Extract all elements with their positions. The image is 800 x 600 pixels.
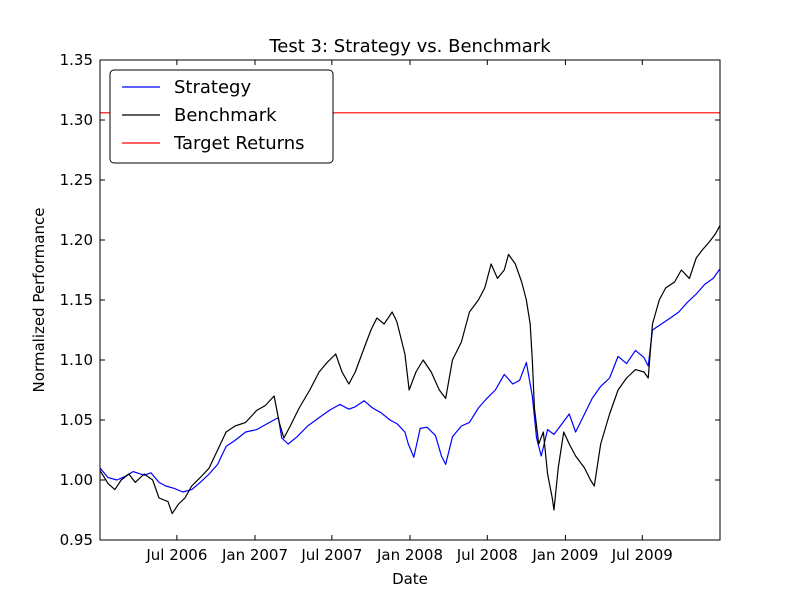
series-line-benchmark — [99, 225, 721, 515]
y-tick-label: 1.00 — [60, 471, 93, 489]
y-tick-label: 1.20 — [60, 231, 93, 249]
x-tick-label: Jan 2007 — [221, 546, 288, 564]
y-tick-label: 1.10 — [60, 351, 93, 369]
y-tick-label: 1.05 — [60, 411, 93, 429]
ticks-layer: 0.95 1.00 1.05 1.10 1.15 1.20 1.25 1.30 1.35 Jul … — [60, 51, 720, 564]
series-line-strategy — [99, 268, 721, 493]
legend-box — [109, 69, 334, 164]
x-tick-label: Jan 2008 — [376, 546, 443, 564]
x-tick-label: Jul 2007 — [300, 546, 362, 564]
x-tick-label: Jul 2008 — [456, 546, 518, 564]
y-axis-label: Normalized Performance — [30, 208, 48, 393]
y-tick-label: 0.95 — [60, 531, 93, 549]
y-tick-label: 1.15 — [60, 291, 93, 309]
x-tick-label: Jan 2009 — [531, 546, 598, 564]
chart-title: Test 3: Strategy vs. Benchmark — [268, 36, 551, 57]
y-tick-label: 1.35 — [60, 51, 93, 69]
legend-label: Strategy — [174, 77, 251, 98]
x-tick-label: Jul 2009 — [611, 546, 673, 564]
legend-label: Target Returns — [173, 133, 305, 154]
y-tick-label: 1.25 — [60, 171, 93, 189]
legend: Strategy Benchmark Target Returns — [109, 69, 334, 164]
y-tick-label: 1.30 — [60, 111, 93, 129]
legend-label: Benchmark — [174, 105, 277, 126]
x-tick-label: Jul 2006 — [145, 546, 207, 564]
x-axis-label: Date — [392, 570, 428, 588]
plot-frame — [99, 59, 721, 541]
